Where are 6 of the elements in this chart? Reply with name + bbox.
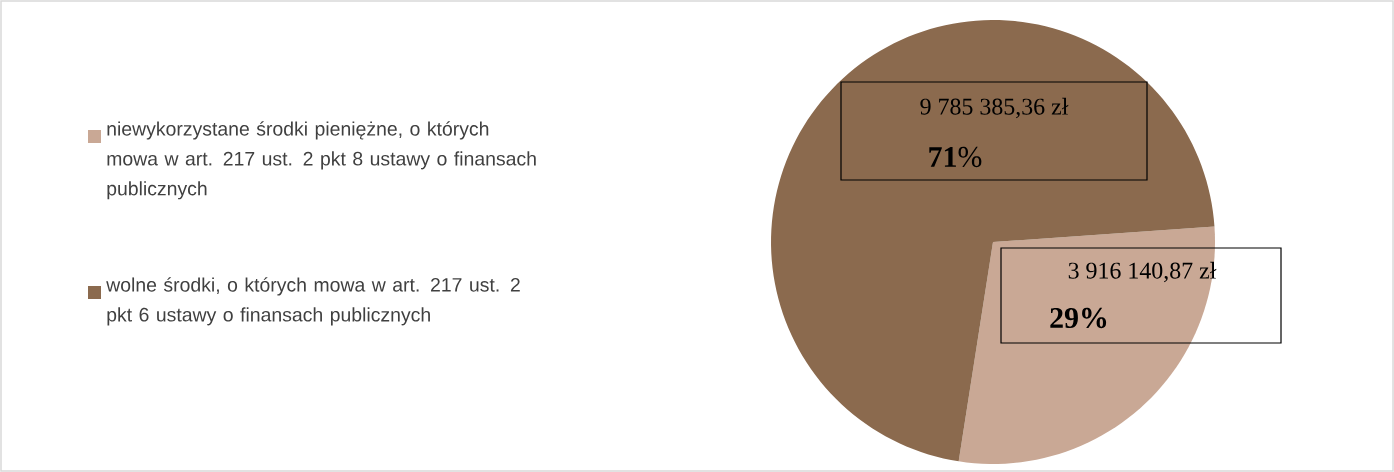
- legend-label: niewykorzystane środki pieniężne, o których mowa w art. 217 ust. 2 pkt 8 ustawy o finansach publicznych: [107, 121, 536, 200]
- legend-label: wolne środki, o których mowa w art. 217 ust. 2 pkt 6 ustawy o finansach publicznych: [106, 277, 520, 326]
- text: 71%: [929, 146, 982, 168]
- data-label: 3 916 140,87 zł: [1068, 261, 1217, 283]
- text: 29%: [1050, 307, 1107, 329]
- data-label: 9 785 385,36 zł: [920, 97, 1069, 119]
